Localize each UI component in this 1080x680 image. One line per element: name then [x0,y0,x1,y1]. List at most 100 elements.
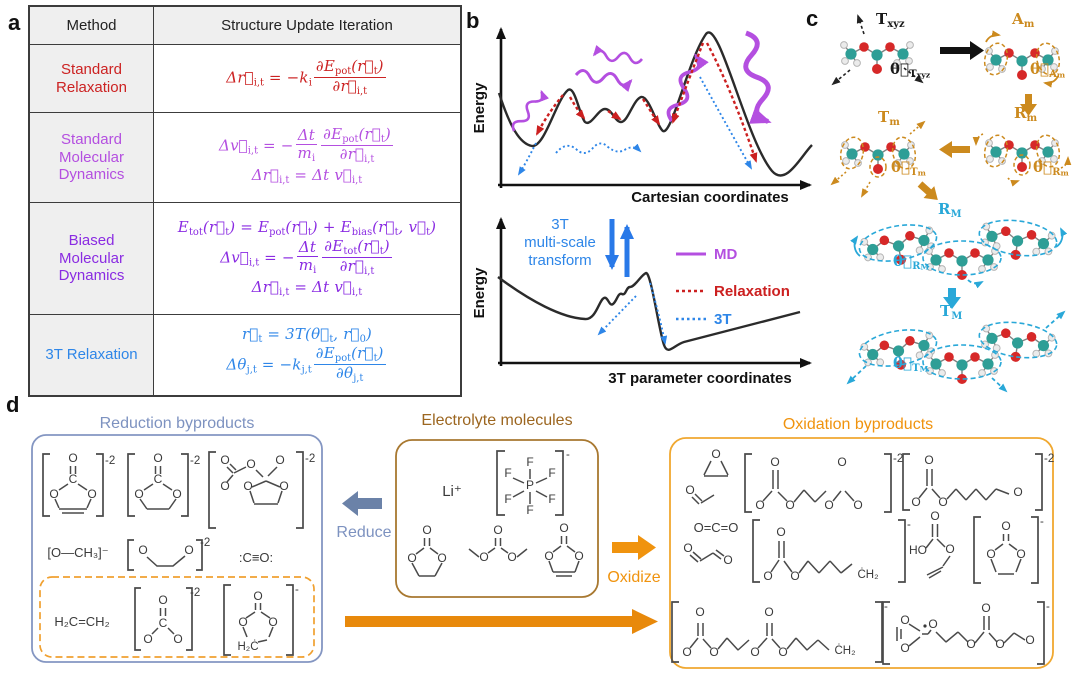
atom-O: O [685,483,694,497]
label-theta-tm: θ⃗Tm [891,158,926,178]
table-row-standard-md: Standard Molecular Dynamics Δv⃗i,t = − Δt… [30,112,460,202]
equation-line: Δθj,t = −kj,t ∂Epot(r⃗t) ∂θj,t [226,344,386,385]
legend-relaxation-label: Relaxation [714,283,790,300]
transform-label-line2: multi-scale [524,234,596,251]
equation-standard-relaxation: Δr⃗i,t = −ki ∂Epot(r⃗t) ∂r⃗i,t [154,45,460,112]
atom-O: O [790,569,799,583]
label-rM: RM [938,200,962,220]
atom-O: O [764,605,773,619]
relaxation-dotted-arrows [535,42,758,163]
oxidize-label: Oxidize [607,569,660,586]
atom-O: O [924,453,933,467]
plot-3t-parameter: Energy 3T parameter coordinates 3T multi… [471,216,812,387]
atom-O: O [853,498,862,512]
molecule-glycoxide-dianion: -2 O O [127,537,210,571]
molecule-ethylene: H₂C=CH₂ [54,614,109,629]
atom-O: O [422,523,431,537]
molecule-ethylene-carbonate-dianion: -2 O C O O [127,451,200,517]
cluster-tM [846,310,1066,393]
atom-O: O [68,451,77,465]
oxidize-arrow [612,535,656,560]
table-row-standard-relaxation: Standard Relaxation Δr⃗i,t = −ki ∂Epot(r⃗… [30,44,460,112]
label-rm: Rm [1014,104,1038,124]
arrow-am-to-rm [1020,94,1037,116]
atom-O: O [900,641,909,655]
panel-c-molecules [830,14,1072,393]
transform-label-line1: 3T [551,216,569,233]
equation-3t-relaxation: r⃗t = 3T(θ⃗t, r⃗0) Δθj,t = −kj,t ∂Epot(r⃗… [154,315,460,395]
atom-O: O [238,615,247,629]
label-tM: TM [940,302,963,322]
charge: - [295,584,299,596]
charge: -2 [190,587,200,599]
label-theta-tM: θ⃗TM [893,354,929,374]
method-table: Method Structure Update Iteration Standa… [28,5,462,397]
equation-line: Etot(r⃗t) = Epot(r⃗t) + Ebias(r⃗t, v⃗t) [177,217,437,238]
radical-h2c: H₂Ċ [237,640,258,653]
atom-O: O [723,553,732,567]
atom-P: P [526,478,534,492]
atom-O: O [1025,633,1034,647]
atom-O: O [785,498,794,512]
method-standard-md: Standard Molecular Dynamics [30,113,154,202]
oxidation-box [669,437,1054,669]
atom-O: O [683,541,692,555]
charge: - [1040,516,1044,528]
molecule-ec-ring-anion: - O O O [973,516,1044,584]
atom-C: C [69,472,78,486]
atom-O: O [479,550,488,564]
atom-O: O [138,543,147,557]
atom-O: O [153,451,162,465]
atom-O: O [750,645,759,659]
molecule-methoxide: [O—CH₃]⁻ [47,545,108,560]
method-biased-md: Biased Molecular Dynamics [30,203,154,314]
ho-group: HO [909,543,927,557]
charge: -2 [200,537,210,549]
charge: -2 [1044,453,1054,465]
atom-C: C [159,616,168,630]
header-method: Method [30,7,154,44]
energy-landscape-curve [497,31,813,177]
reduction-title: Reduction byproducts [100,415,255,432]
molecule-carbonate-butyl-radical-anion: - O O O ĊH₂ [752,519,911,583]
label-theta-am: θ⃗Am [1030,60,1066,80]
atom-O: O [928,617,937,631]
atom-O: O [711,447,720,461]
molecule-vinylene-carbonate: O O O [544,521,584,577]
radical-dot [923,624,927,628]
atom-F: F [504,492,511,506]
charge: - [907,519,911,531]
md-wavy-arrows [510,31,776,134]
arrow-rm-to-tm [939,141,970,158]
molecule-txyz [831,14,924,86]
legend: MD Relaxation 3T [676,246,790,328]
atom-O: O [763,569,772,583]
t3-dotted-arrows [597,282,668,345]
molecule-co2: O=C=O [694,520,739,535]
atom-O: O [437,551,446,565]
atom-F: F [526,503,533,517]
equation-line: Δv⃗i,t = − Δt mi ∂Epot(r⃗t) ∂r⃗i,t [219,125,393,166]
reduce-arrow [342,491,382,516]
charge: -2 [105,455,115,467]
atom-O: O [220,479,229,493]
label-theta-txyz: θ⃗Txyz [890,60,931,80]
table-row-3t-relaxation: 3T Relaxation r⃗t = 3T(θ⃗t, r⃗0) Δθj,t =… [30,314,460,395]
equation-standard-md: Δv⃗i,t = − Δt mi ∂Epot(r⃗t) ∂r⃗i,t Δr⃗i,t = … [154,113,460,202]
atom-O: O [1001,519,1010,533]
atom-O: O [407,551,416,565]
atom-O: O [493,523,502,537]
x-axis-label: Cartesian coordinates [631,189,789,206]
molecule-pf6-anion: - P F F F F F F [496,449,570,517]
molecule-vinylene-carbonate-dianion: -2 O C O O [42,451,115,517]
radical-ch2: ĊH₂ [834,644,855,657]
atom-O: O [930,509,939,523]
atom-O: O [507,550,516,564]
atom-O: O [945,542,954,556]
method-standard-relaxation: Standard Relaxation [30,45,154,112]
molecule-vinyl-hydrogen-carbonate: HO O O [909,509,955,579]
charge: -2 [190,455,200,467]
x-axis-label: 3T parameter coordinates [608,370,791,387]
atom-O: O [824,498,833,512]
atom-O: O [220,453,229,467]
